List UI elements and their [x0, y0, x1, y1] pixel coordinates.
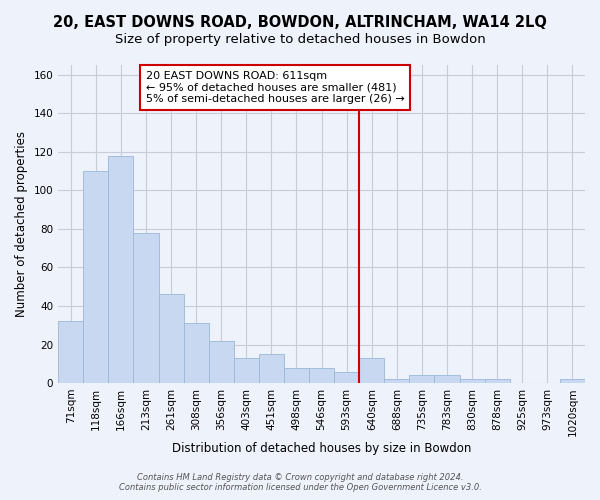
Bar: [109, 156, 133, 383]
Bar: [309, 368, 334, 383]
Bar: [158, 294, 184, 383]
Bar: [209, 340, 234, 383]
X-axis label: Distribution of detached houses by size in Bowdon: Distribution of detached houses by size …: [172, 442, 471, 455]
Bar: [359, 358, 385, 383]
Text: 20, EAST DOWNS ROAD, BOWDON, ALTRINCHAM, WA14 2LQ: 20, EAST DOWNS ROAD, BOWDON, ALTRINCHAM,…: [53, 15, 547, 30]
Bar: [133, 232, 158, 383]
Bar: [409, 376, 434, 383]
Bar: [83, 171, 109, 383]
Bar: [284, 368, 309, 383]
Bar: [460, 379, 485, 383]
Bar: [234, 358, 259, 383]
Bar: [385, 379, 409, 383]
Bar: [485, 379, 510, 383]
Bar: [259, 354, 284, 383]
Text: 20 EAST DOWNS ROAD: 611sqm
← 95% of detached houses are smaller (481)
5% of semi: 20 EAST DOWNS ROAD: 611sqm ← 95% of deta…: [146, 71, 405, 104]
Bar: [434, 376, 460, 383]
Y-axis label: Number of detached properties: Number of detached properties: [15, 131, 28, 317]
Text: Size of property relative to detached houses in Bowdon: Size of property relative to detached ho…: [115, 32, 485, 46]
Text: Contains HM Land Registry data © Crown copyright and database right 2024.
Contai: Contains HM Land Registry data © Crown c…: [119, 473, 481, 492]
Bar: [334, 372, 359, 383]
Bar: [58, 322, 83, 383]
Bar: [560, 379, 585, 383]
Bar: [184, 324, 209, 383]
